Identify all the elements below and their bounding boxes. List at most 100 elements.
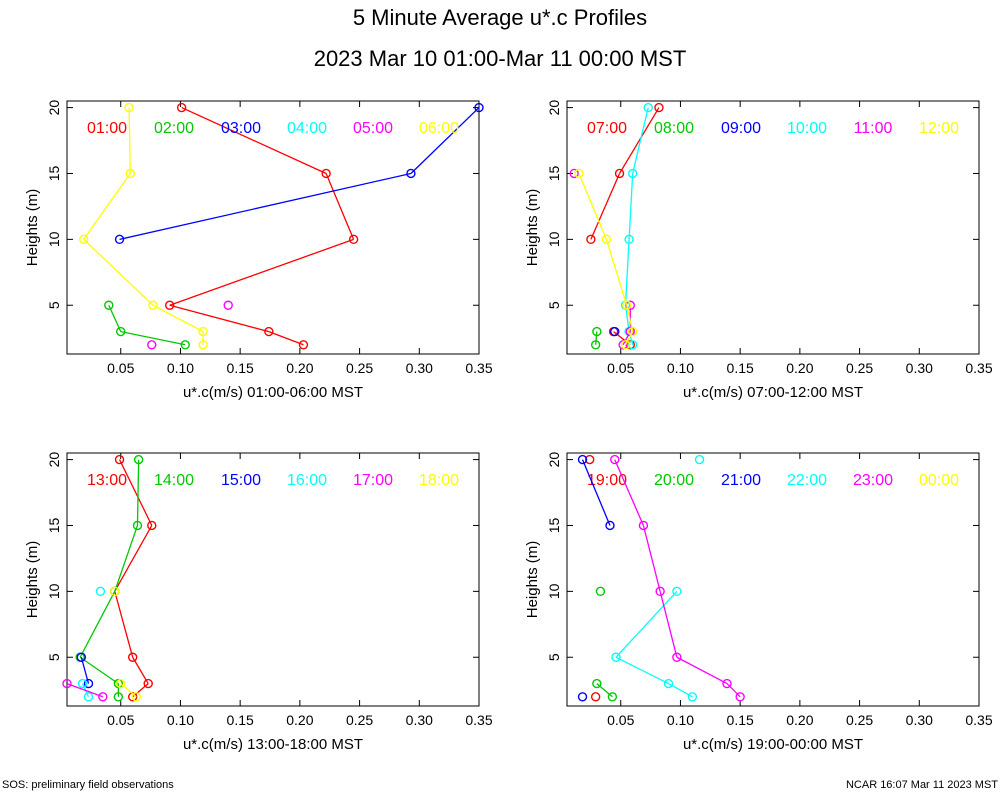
legend-label: 05:00 (353, 120, 393, 137)
data-point (586, 234, 596, 245)
data-point (147, 340, 157, 350)
data-point (198, 326, 208, 337)
data-point (592, 326, 602, 337)
legend-label: 11:00 (854, 120, 893, 137)
x-tick-label: 0.30 (406, 360, 433, 376)
data-point (116, 326, 126, 337)
series-line-segment (66, 682, 104, 698)
x-tick-label: 0.15 (727, 360, 754, 376)
data-point (614, 168, 625, 179)
legend-label: 03:00 (221, 120, 261, 137)
series-line-segment (596, 683, 613, 698)
series-line-segment (624, 331, 634, 346)
x-tick-label: 0.35 (465, 360, 492, 376)
y-tick-label: 10 (546, 583, 562, 599)
data-point (223, 300, 233, 310)
legend-label: 07:00 (587, 120, 627, 137)
series-line-segment (108, 304, 122, 332)
data-point (627, 326, 638, 337)
data-point (127, 652, 138, 662)
legend-label: 09:00 (721, 120, 761, 137)
x-tick-label: 0.15 (727, 712, 754, 728)
data-point (620, 340, 631, 350)
y-tick-label: 5 (46, 653, 62, 661)
data-point (76, 652, 87, 662)
x-tick-label: 0.20 (286, 360, 313, 376)
x-tick-label: 0.20 (286, 712, 313, 728)
series-line-segment (726, 683, 741, 698)
data-point (590, 692, 601, 702)
data-point (735, 692, 745, 702)
plot-frame (566, 452, 980, 707)
series-line-segment (136, 459, 140, 526)
footer-left: SOS: preliminary field observations (2, 779, 174, 791)
y-tick-label: 20 (46, 100, 62, 116)
x-tick-label: 0.35 (465, 712, 492, 728)
x-tick-label: 0.10 (667, 360, 694, 376)
series-line-segment (628, 173, 634, 240)
x-tick-label: 0.10 (167, 360, 194, 376)
data-point (590, 340, 601, 350)
data-point (601, 234, 612, 245)
legend-label: 19:00 (587, 472, 627, 489)
data-point (694, 454, 705, 465)
x-tick-label: 0.15 (227, 360, 254, 376)
series-line-segment (659, 591, 678, 658)
y-tick-label: 20 (46, 452, 62, 468)
x-tick-label: 0.05 (607, 712, 634, 728)
data-point (147, 520, 157, 531)
series-line-segment (618, 107, 660, 174)
data-point (79, 234, 89, 245)
data-point (264, 326, 274, 337)
data-point (348, 234, 359, 245)
series-line-segment (595, 331, 598, 345)
data-point (198, 340, 208, 350)
legend-label: 20:00 (654, 472, 694, 489)
legend-label: 18:00 (419, 472, 459, 489)
data-point (627, 168, 638, 179)
plot-frame (566, 100, 980, 355)
series-line-segment (79, 656, 119, 685)
y-tick-label: 15 (46, 517, 62, 533)
y-tick-label: 20 (546, 452, 562, 468)
data-point (574, 168, 584, 179)
series-line-segment (581, 459, 611, 526)
data-point (104, 300, 114, 310)
y-tick-label: 20 (546, 100, 562, 116)
x-tick-label: 0.30 (906, 360, 933, 376)
series-line-segment (642, 525, 661, 592)
x-axis-label: u*.c(m/s) 07:00-12:00 MST (683, 384, 863, 401)
data-point (610, 454, 620, 465)
data-point (672, 586, 682, 597)
x-tick-label: 0.10 (167, 712, 194, 728)
y-tick-label: 10 (46, 583, 62, 599)
data-point (321, 168, 331, 179)
series-line-segment (118, 459, 153, 526)
series-line-segment (578, 173, 608, 240)
data-point (298, 340, 309, 350)
data-point (722, 678, 732, 689)
data-point (125, 168, 135, 179)
legend-label: 16:00 (287, 472, 327, 489)
data-point (148, 300, 158, 310)
x-tick-label: 0.05 (107, 712, 134, 728)
series-line-segment (128, 107, 131, 174)
chart-title: 5 Minute Average u*.c Profiles (353, 5, 647, 30)
x-tick-label: 0.25 (346, 360, 373, 376)
y-tick-label: 15 (546, 165, 562, 181)
panels-group: 0.05 0.10 0.15 0.20 0.25 0.30 0.35 5 10 15 20 u*.c(… (24, 100, 993, 753)
data-point (622, 300, 632, 310)
x-tick-label: 0.35 (965, 712, 992, 728)
y-tick-label: 10 (46, 231, 62, 247)
x-tick-label: 0.10 (667, 712, 694, 728)
data-point (95, 586, 106, 597)
x-tick-label: 0.25 (346, 712, 373, 728)
x-tick-label: 0.30 (906, 712, 933, 728)
series-line-segment (132, 656, 149, 684)
panel-2: 0.05 0.10 0.15 0.20 0.25 0.30 0.35 5 10 15 20 u*.c(… (524, 100, 993, 401)
data-point (627, 340, 638, 350)
data-point (114, 454, 125, 465)
data-point (62, 678, 72, 689)
x-axis-label: u*.c(m/s) 01:00-06:00 MST (183, 384, 363, 401)
series-line-segment (605, 239, 628, 306)
